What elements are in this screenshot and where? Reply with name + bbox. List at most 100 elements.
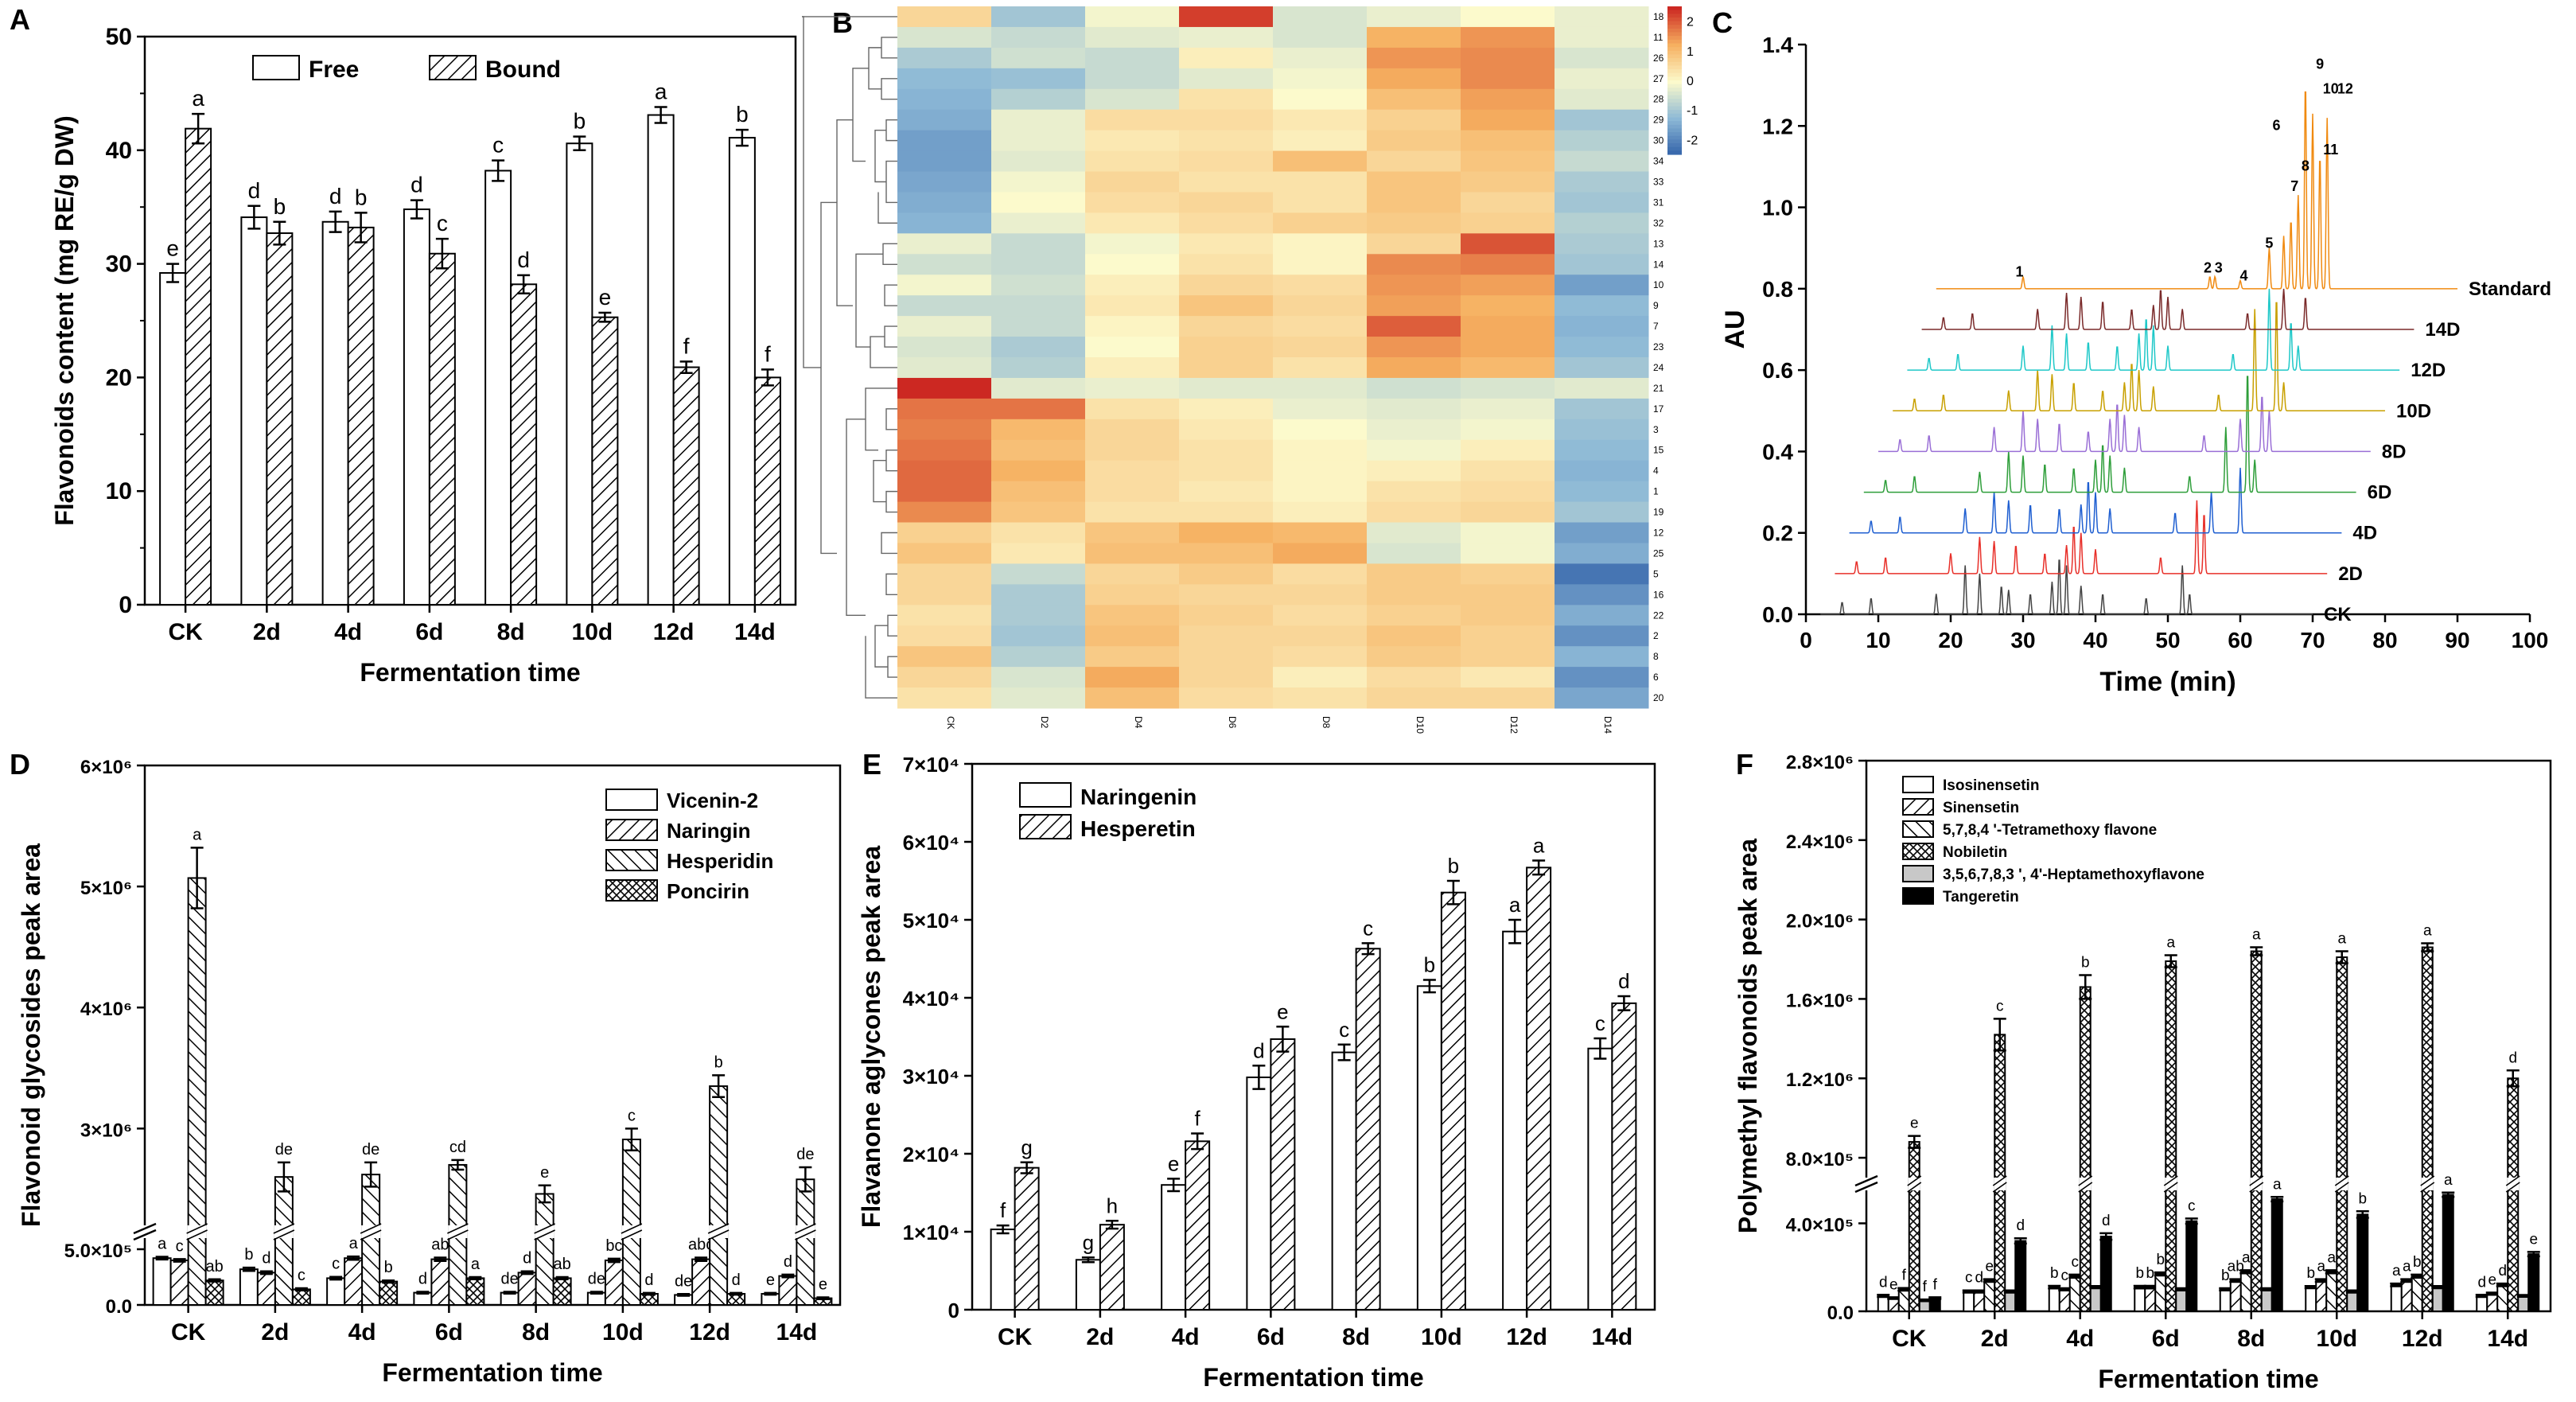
heatmap-cell (1367, 625, 1461, 647)
chromatogram-trace (1921, 288, 2415, 330)
significance-letter: a (2327, 1249, 2336, 1266)
bar (187, 877, 207, 1306)
dendrogram-branch (887, 614, 897, 637)
heatmap-cell (1461, 667, 1555, 688)
bar-break-mark (2078, 1175, 2093, 1186)
bar-break-gap (2079, 1178, 2092, 1190)
heatmap-cell (897, 522, 992, 543)
legend-swatch (429, 55, 477, 80)
heatmap-cell (1179, 584, 1274, 606)
legend-label: Naringin (667, 819, 750, 843)
significance-letter: e (1277, 999, 1288, 1023)
heatmap-row-label: 30 (1653, 135, 1664, 146)
bar-break-mark (2249, 1182, 2264, 1193)
bar (344, 1257, 364, 1306)
heatmap-row-label: 13 (1653, 238, 1664, 249)
heatmap-cell (1273, 439, 1368, 461)
heatmap-cell (897, 357, 992, 379)
heatmap-cell (1085, 6, 1180, 28)
y-tick-label: 8.0×10⁵ (1786, 1149, 1854, 1170)
bar (552, 1277, 572, 1307)
bar (728, 137, 756, 606)
bar (672, 366, 700, 606)
bar (753, 376, 781, 606)
heatmap-cell (991, 646, 1086, 668)
x-tick-label: 12d (2402, 1326, 2443, 1352)
significance-letter: a (2242, 1249, 2251, 1266)
bar-break-mark (621, 1229, 643, 1240)
dendrogram-branch (836, 119, 853, 306)
x-tick-label: 6d (415, 619, 443, 645)
heatmap-cell (1085, 377, 1180, 399)
y-tick-label: 0.0 (106, 1296, 132, 1318)
heatmap-row-label: 14 (1653, 259, 1664, 270)
significance-letter: f (765, 341, 771, 366)
bar-break-mark (2249, 1175, 2264, 1186)
heatmap-cell (897, 233, 992, 255)
significance-letter: b (2413, 1254, 2422, 1271)
heatmap-cell (1461, 522, 1555, 543)
heatmap-cell (1367, 233, 1461, 255)
heatmap-cell (1179, 398, 1274, 420)
color-scale-step (1667, 28, 1682, 33)
color-scale-step (1667, 143, 1682, 148)
dendrogram-branch (881, 78, 897, 100)
heatmap-cell (1555, 563, 1649, 585)
bar (326, 1277, 346, 1307)
heatmap-cell (897, 646, 992, 668)
dendrogram-branch (846, 419, 866, 616)
x-tick-label: 12d (689, 1319, 730, 1346)
bar-break-mark (273, 1229, 295, 1240)
heatmap-cell (1085, 687, 1180, 709)
significance-letter: b (574, 109, 586, 134)
heatmap-cell (897, 377, 992, 399)
heatmap-cell (897, 150, 992, 173)
y-tick-label: 5.0×10⁵ (64, 1240, 132, 1262)
heatmap-cell (1367, 543, 1461, 564)
chart-b: 1811262728293034333132131410972324211731… (802, 6, 1698, 734)
dendrogram-branch (884, 325, 897, 348)
heatmap-row-label: 10 (1653, 279, 1664, 290)
heatmap-cell (991, 47, 1086, 69)
bar (169, 1260, 189, 1306)
dendrogram-branch (885, 408, 897, 430)
bar (2271, 1198, 2283, 1313)
significance-letter: e (1168, 1151, 1179, 1175)
heatmap-cell (1555, 337, 1649, 358)
significance-letter: de (275, 1141, 293, 1159)
color-scale-step (1667, 14, 1682, 18)
bar (2219, 1288, 2232, 1313)
color-scale-step (1667, 124, 1682, 130)
color-scale-step (1667, 95, 1682, 99)
color-scale-step (1667, 150, 1682, 155)
color-scale-step (1667, 80, 1682, 85)
heatmap-cell (991, 439, 1086, 461)
heatmap-cell (1555, 357, 1649, 379)
heatmap-cell (1555, 522, 1649, 543)
peak-label: 6 (2272, 117, 2280, 133)
heatmap-cell (897, 460, 992, 482)
heatmap-cell (1461, 563, 1555, 585)
chart-f-plot-frame (1865, 759, 2552, 1313)
heatmap-cell (897, 88, 992, 111)
bar-break-mark (2334, 1182, 2349, 1193)
significance-letter: a (1509, 893, 1521, 917)
color-scale-step (1667, 32, 1682, 37)
heatmap-row-label: 23 (1653, 341, 1664, 352)
heatmap-cell (1461, 192, 1555, 213)
heatmap-cell (1273, 419, 1368, 441)
x-tick-label: 4d (348, 1319, 376, 1346)
heatmap-cell (1085, 646, 1180, 668)
y-tick-label: 1.6×10⁶ (1786, 990, 1854, 1011)
heatmap-cell (1085, 109, 1180, 131)
dendrogram-branch (885, 450, 897, 472)
heatmap-cell (1085, 68, 1180, 90)
color-scale-step (1667, 50, 1682, 56)
heatmap-cell (1367, 150, 1461, 173)
legend-swatch (1019, 782, 1072, 808)
bar (2431, 1286, 2444, 1312)
dendrogram-branch (885, 119, 897, 142)
heatmap-cell (1367, 295, 1461, 317)
heatmap-cell (1555, 88, 1649, 111)
heatmap-row-label: 26 (1653, 53, 1664, 64)
